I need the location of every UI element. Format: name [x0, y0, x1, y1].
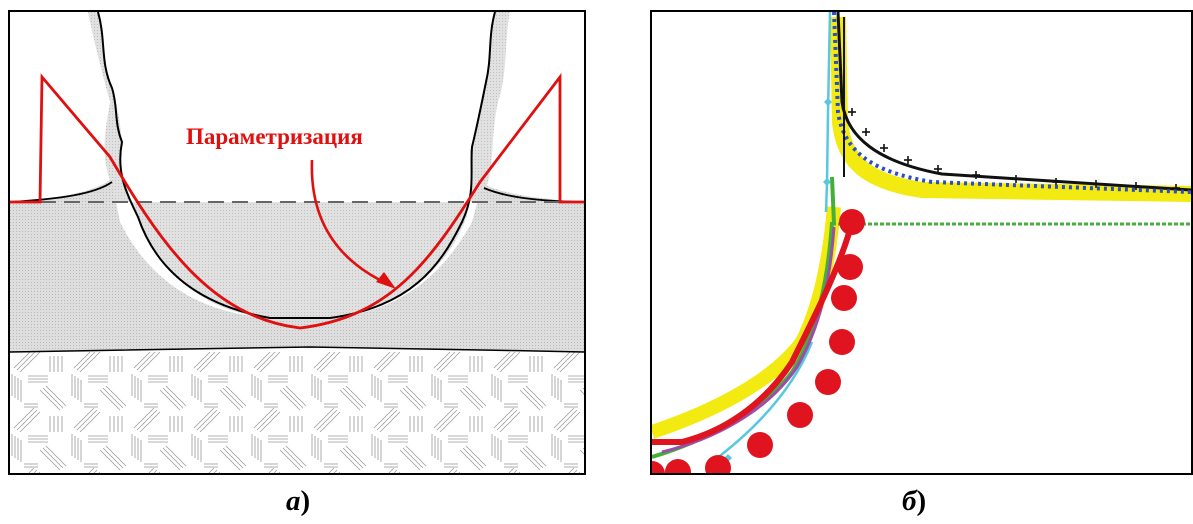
series-cyan-markers: [724, 98, 832, 462]
series-yellow-lower: [652, 206, 841, 439]
caption-a: а): [286, 485, 310, 518]
parametrization-curve: [10, 72, 584, 330]
cross-section-diagram: Параметризация: [10, 12, 584, 473]
caption-b-paren: ): [916, 485, 927, 517]
series-red-markers: [652, 209, 865, 473]
crack-outline: [97, 12, 496, 319]
series-purple: [661, 226, 836, 454]
caption-b-letter: б: [902, 485, 917, 517]
interface-line: [10, 346, 584, 353]
arrow-head: [376, 272, 396, 289]
annotation-arrow: [310, 159, 389, 286]
series-yellow-upper: [830, 16, 1191, 202]
caption-a-paren: ): [300, 485, 311, 517]
substrate-region: [10, 352, 584, 473]
series-cyan: [824, 12, 832, 213]
panel-b-curves: [650, 10, 1193, 475]
panel-a-cross-section: Параметризация: [8, 10, 586, 475]
series-black-upper: [836, 12, 1191, 192]
film-region: [10, 184, 584, 352]
caption-b: б): [902, 485, 926, 518]
series-blue-upper: [832, 12, 1191, 194]
parametrization-label: Параметризация: [186, 124, 363, 149]
curves-plot: [652, 12, 1191, 473]
caption-a-letter: а: [286, 485, 301, 517]
